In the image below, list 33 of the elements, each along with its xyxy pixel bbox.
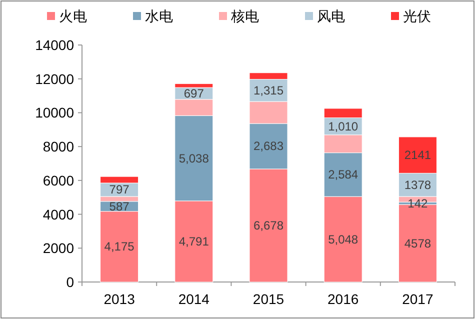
legend-label: 核电: [230, 8, 259, 24]
legend-label: 火电: [59, 8, 87, 24]
y-tick-label: 2000: [42, 240, 74, 256]
x-tick-label: 2016: [328, 291, 359, 307]
data-label: 5,048: [328, 232, 358, 246]
y-tick-label: 4000: [42, 206, 74, 222]
x-tick-label: 2013: [104, 291, 136, 307]
data-label: 4,791: [178, 234, 210, 248]
data-label: 4578: [404, 236, 432, 250]
y-tick-label: 6000: [42, 172, 74, 188]
x-tick-label: 2014: [178, 291, 210, 307]
data-label: 697: [184, 86, 204, 100]
x-tick-label: 2017: [402, 291, 434, 307]
data-label: 6,678: [253, 218, 284, 232]
y-tick-label: 12000: [35, 70, 74, 87]
data-label: 1378: [404, 178, 432, 192]
legend-label: 光伏: [403, 8, 431, 24]
legend-label: 风电: [317, 8, 345, 24]
data-label: 1,010: [328, 119, 358, 134]
data-label: 797: [109, 182, 130, 197]
data-label: 2,584: [328, 168, 358, 182]
y-tick-label: 14000: [35, 37, 74, 53]
data-label: 4,175: [104, 240, 135, 254]
data-label: 587: [109, 199, 130, 214]
data-label: 2,683: [253, 139, 284, 154]
y-tick-label: 10000: [35, 104, 74, 121]
data-label: 1,315: [253, 83, 284, 98]
y-tick-label: 0: [66, 274, 74, 290]
data-label: 2141: [404, 148, 432, 162]
legend-label: 水电: [145, 8, 173, 24]
y-tick-label: 8000: [42, 138, 74, 155]
data-label: 5,038: [178, 151, 210, 166]
x-tick-label: 2015: [252, 291, 284, 307]
